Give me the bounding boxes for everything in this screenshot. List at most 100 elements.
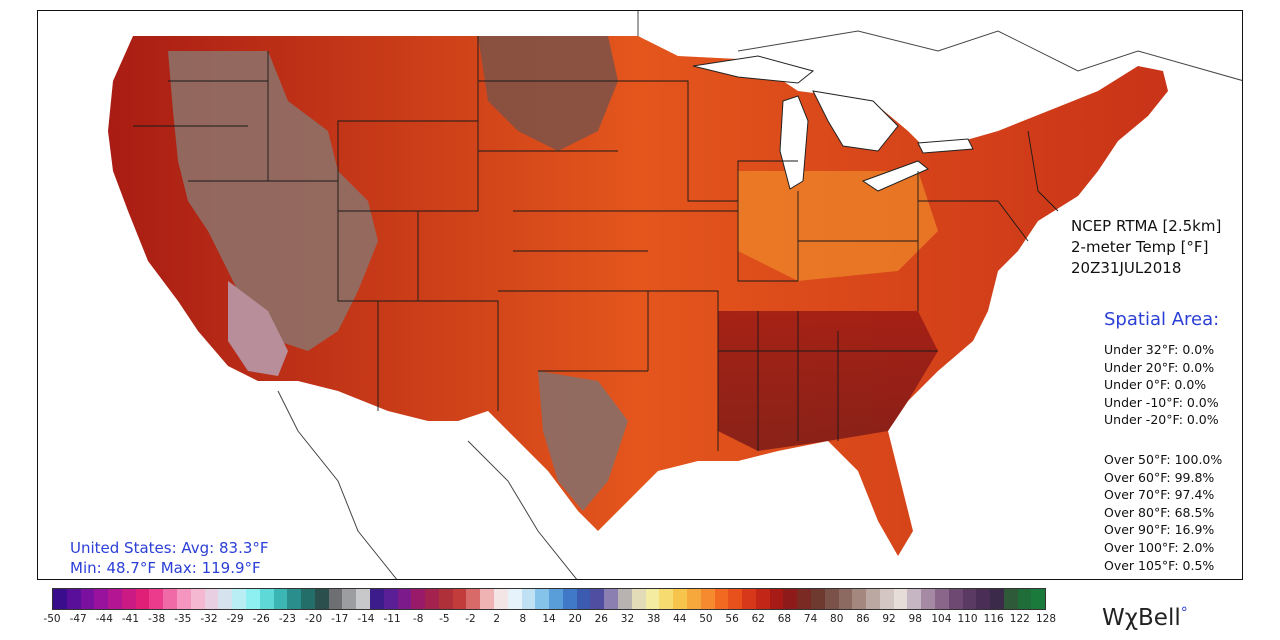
colorbar-segment — [645, 589, 660, 609]
colorbar-segment — [273, 589, 288, 609]
colorbar-segment — [728, 589, 743, 609]
brand-mark-icon: ° — [1180, 605, 1188, 621]
over-threshold-list: Over 50°F: 100.0% Over 60°F: 99.8% Over … — [1104, 451, 1222, 574]
variable-name: 2-meter Temp [°F] — [1071, 238, 1209, 256]
colorbar-tick-label: 98 — [908, 613, 922, 625]
colorbar-segment — [80, 589, 95, 609]
colorbar-tick-label: 68 — [777, 613, 792, 625]
colorbar-segment — [287, 589, 302, 609]
colorbar-segment — [604, 589, 619, 609]
colorbar-tick-label: -44 — [95, 613, 113, 625]
colorbar-segment — [714, 589, 729, 609]
over-item: Over 80°F: 68.5% — [1104, 504, 1215, 520]
colorbar-tick-label: 8 — [519, 613, 527, 625]
colorbar-tick-label: 122 — [1009, 613, 1030, 625]
colorbar-tick-label: -23 — [278, 613, 296, 625]
colorbar-segment — [549, 589, 563, 609]
colorbar-segment — [948, 589, 963, 609]
colorbar-tick-label: 32 — [620, 613, 635, 625]
colorbar-segment — [618, 589, 632, 609]
colorbar-segment — [480, 589, 494, 609]
desert-southwest-region — [228, 281, 288, 376]
colorbar-segment — [259, 589, 274, 609]
colorbar-segment — [976, 589, 991, 609]
map-canvas — [108, 11, 1242, 579]
colorbar-tick-label: -32 — [200, 613, 218, 625]
colorbar-segment — [576, 589, 591, 609]
under-item: Under -20°F: 0.0% — [1104, 412, 1219, 428]
state-boundaries — [133, 36, 1059, 451]
over-item: Over 70°F: 97.4% — [1104, 487, 1215, 503]
over-item: Over 105°F: 0.5% — [1104, 557, 1215, 573]
colorbar-segment — [907, 589, 922, 609]
colorbar-tick-label: 80 — [830, 613, 844, 625]
colorbar-segment — [135, 589, 150, 609]
colorbar-tick-label: 56 — [725, 613, 739, 625]
temperature-colorbar — [52, 588, 1046, 610]
colorbar-tick-label: 62 — [751, 613, 765, 625]
great-lakes — [692, 55, 974, 192]
colorbar-tick-label: -50 — [43, 613, 61, 625]
colorbar-tick-label: 20 — [568, 613, 582, 625]
colorbar-tick-label: -38 — [148, 613, 166, 625]
colorbar-segment — [921, 589, 935, 609]
colorbar-tick-label: 110 — [957, 613, 978, 625]
colorbar-tick-label: 2 — [493, 613, 501, 625]
colorbar-tick-label: -20 — [305, 613, 323, 625]
colorbar-segment — [659, 589, 674, 609]
colorbar-segment — [824, 589, 839, 609]
colorbar-segment — [535, 589, 550, 609]
colorbar-segment — [218, 589, 233, 609]
colorbar-tick-label: 38 — [646, 613, 661, 625]
over-item: Over 90°F: 16.9% — [1104, 522, 1215, 538]
over-item: Over 50°F: 100.0% — [1104, 452, 1223, 467]
colorbar-segment — [935, 589, 949, 609]
weatherbell-logo: WχBell° — [1102, 605, 1188, 631]
colorbar-segment — [852, 589, 867, 609]
colorbar-segment — [783, 589, 798, 609]
colorbar-tick-label: 44 — [673, 613, 687, 625]
colorbar-segment — [425, 589, 439, 609]
colorbar-segment — [438, 589, 453, 609]
colorbar-segment — [673, 589, 687, 609]
brand-name: WχBell — [1102, 605, 1181, 631]
colorbar-tick-label: 26 — [594, 613, 608, 625]
colorbar-segment — [94, 589, 109, 609]
colorbar-tick-label: -17 — [331, 613, 349, 625]
colorbar-segment — [190, 589, 205, 609]
colorbar-tick-label: -5 — [439, 613, 450, 625]
colorbar-segment — [177, 589, 191, 609]
spatial-area-title: Spatial Area: — [1104, 309, 1220, 330]
over-item: Over 100°F: 2.0% — [1104, 539, 1215, 555]
colorbar-segment — [232, 589, 246, 609]
colorbar-segment — [342, 589, 357, 609]
colorbar-tick-label: -35 — [174, 613, 192, 625]
valid-time: 20Z31JUL2018 — [1071, 259, 1182, 277]
colorbar-tick-label: -14 — [357, 613, 375, 625]
min-max-text: Min: 48.7°F Max: 119.9°F — [70, 559, 261, 577]
colorbar-tick-label: 14 — [542, 613, 556, 625]
midwest-hot-region — [738, 171, 938, 281]
colorbar-segment — [466, 589, 481, 609]
under-threshold-list: Under 32°F: 0.0% Under 20°F: 0.0% Under … — [1104, 341, 1219, 429]
neighbor-countries-outline — [277, 11, 1242, 579]
colorbar-tick-label: -8 — [412, 613, 424, 625]
colorbar-segment — [797, 589, 811, 609]
product-info: NCEP RTMA [2.5km] 2-meter Temp [°F] 20Z3… — [1071, 216, 1221, 279]
under-item: Under 0°F: 0.0% — [1104, 377, 1207, 393]
colorbar-tick-label: 50 — [699, 613, 713, 625]
colorbar-segment — [893, 589, 908, 609]
colorbar-segment — [108, 589, 122, 609]
colorbar-segment — [369, 589, 384, 609]
colorbar-segment — [149, 589, 164, 609]
texas-cooler-region — [538, 371, 628, 511]
colorbar-tick-label: 92 — [882, 613, 896, 625]
temperature-map — [37, 10, 1243, 580]
colorbar-tick-labels: -50 -47 -44 -41 -38 -35 -32 -29 -26 -23 -20 -17 -14-… — [42, 613, 1056, 627]
colorbar-segment — [866, 589, 880, 609]
colorbar-segment — [990, 589, 1004, 609]
colorbar-tick-label: 74 — [803, 613, 818, 625]
avg-text: United States: Avg: 83.3°F — [70, 539, 269, 557]
colorbar-tick-label: 128 — [1035, 613, 1057, 625]
colorbar-segment — [1003, 589, 1018, 609]
